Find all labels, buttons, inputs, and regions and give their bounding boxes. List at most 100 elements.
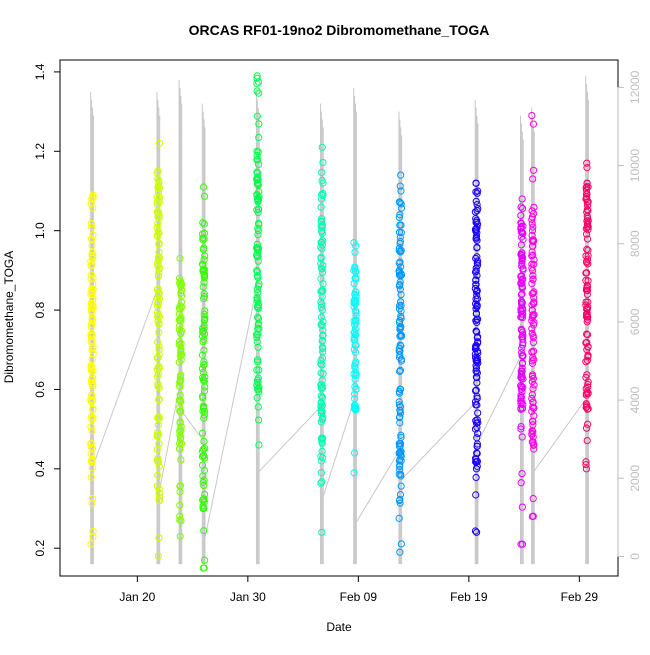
data-point xyxy=(319,191,327,200)
data-point xyxy=(473,218,481,226)
data-point xyxy=(473,295,482,303)
data-point xyxy=(473,243,481,251)
data-point xyxy=(584,198,592,206)
data-point xyxy=(87,392,96,400)
data-point xyxy=(89,405,97,413)
data-point xyxy=(472,386,480,394)
data-point xyxy=(317,385,326,393)
data-point xyxy=(255,441,263,449)
data-point xyxy=(474,419,482,427)
data-point xyxy=(199,429,207,437)
data-point xyxy=(518,252,526,260)
x-tick-label: Feb 09 xyxy=(340,590,378,604)
axes-layer: Jan 20 Jan 30 Feb 09 Feb 19 Feb 29 0.2 0.4 0.6 0… xyxy=(33,63,642,604)
data-point xyxy=(473,394,481,403)
data-point xyxy=(397,322,405,331)
x-tick-label: Feb 29 xyxy=(561,590,599,604)
data-point xyxy=(154,289,163,297)
data-point xyxy=(517,211,525,220)
y2-tick-label: 8000 xyxy=(628,230,642,257)
data-point xyxy=(395,514,403,522)
data-point xyxy=(584,226,592,234)
data-point xyxy=(255,383,263,391)
data-point xyxy=(471,387,480,395)
data-point xyxy=(255,324,263,333)
data-point xyxy=(200,414,208,422)
data-point xyxy=(518,195,526,203)
data-point xyxy=(87,323,95,331)
data-point xyxy=(317,303,326,311)
data-point xyxy=(471,398,480,406)
data-point xyxy=(177,347,185,355)
y2-tick-label: 10000 xyxy=(628,149,642,183)
data-point xyxy=(176,501,184,509)
data-point xyxy=(153,286,162,294)
data-point xyxy=(176,315,185,323)
data-point xyxy=(154,421,162,429)
data-point xyxy=(88,195,96,203)
data-point xyxy=(155,413,163,421)
data-point xyxy=(176,435,185,443)
data-point xyxy=(155,384,163,392)
data-point xyxy=(471,454,480,463)
data-point xyxy=(396,403,405,411)
data-point xyxy=(199,219,207,227)
data-point xyxy=(200,481,208,490)
data-point xyxy=(397,187,405,195)
data-point xyxy=(199,403,207,411)
data-point xyxy=(396,385,405,393)
data-point xyxy=(252,331,261,339)
data-point xyxy=(529,338,537,347)
data-point xyxy=(254,282,263,290)
data-point xyxy=(530,311,538,319)
data-point xyxy=(154,299,163,307)
data-point xyxy=(472,364,481,372)
data-point xyxy=(253,268,262,276)
data-point xyxy=(519,265,527,273)
data-point xyxy=(582,310,591,318)
data-point xyxy=(154,271,163,280)
data-point xyxy=(474,315,482,323)
data-point xyxy=(154,254,162,263)
data-point xyxy=(200,361,208,369)
data-point xyxy=(397,355,405,363)
data-point xyxy=(254,319,263,328)
data-point xyxy=(530,381,538,389)
data-point xyxy=(518,359,527,367)
data-point xyxy=(253,338,261,346)
data-point xyxy=(155,294,164,303)
data-point xyxy=(473,423,481,432)
data-point xyxy=(154,456,162,465)
data-point xyxy=(317,218,326,226)
data-point xyxy=(175,340,184,348)
y-tick-label: 0.8 xyxy=(33,301,47,318)
data-point xyxy=(88,330,96,338)
data-point xyxy=(529,276,537,284)
data-point xyxy=(319,280,327,288)
data-point xyxy=(528,325,536,333)
data-point xyxy=(350,298,358,306)
data-point xyxy=(517,291,525,299)
data-point xyxy=(528,220,536,228)
data-point xyxy=(318,354,327,362)
data-point xyxy=(155,268,163,277)
data-point xyxy=(176,378,184,386)
x-tick-label: Feb 19 xyxy=(450,590,488,604)
data-point xyxy=(254,195,263,203)
data-point xyxy=(255,366,263,374)
data-point xyxy=(529,494,537,503)
data-point xyxy=(155,197,163,206)
data-point xyxy=(472,357,480,365)
data-point xyxy=(253,272,261,280)
data-point xyxy=(177,345,185,353)
data-point xyxy=(89,414,97,422)
data-point xyxy=(396,490,405,499)
data-point xyxy=(317,469,325,477)
data-point xyxy=(396,440,405,448)
data-point xyxy=(529,166,538,174)
data-point xyxy=(88,241,96,250)
data-point xyxy=(154,382,162,390)
data-point xyxy=(254,403,262,411)
data-point xyxy=(88,310,96,318)
data-point xyxy=(396,495,404,504)
